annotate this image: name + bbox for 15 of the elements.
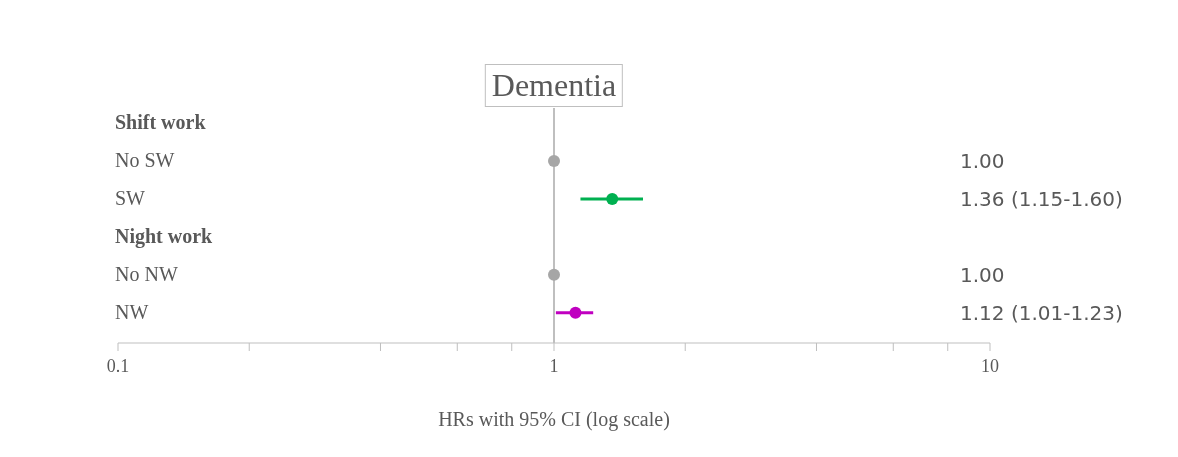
chart-title: Dementia: [484, 64, 624, 107]
annotation: 1.00: [960, 262, 1005, 287]
x-tick-label: 0.1: [106, 355, 130, 376]
x-tick-label: 1: [549, 355, 559, 376]
x-axis-title: HRs with 95% CI (log scale): [438, 408, 670, 431]
y-tick-label: No SW: [115, 149, 175, 172]
y-tick-label: SW: [115, 186, 146, 209]
y-tick-label: No NW: [115, 262, 178, 285]
annotation: 1.00: [960, 149, 1005, 174]
y-tick-label: Shift work: [115, 111, 207, 134]
annotation: 1.12 (1.01-1.23): [960, 300, 1123, 325]
x-tick-label: 10: [981, 355, 999, 376]
y-tick-label: NW: [115, 300, 149, 323]
y-tick-label: Night work: [115, 224, 214, 248]
annotation: 1.36 (1.15-1.60): [960, 186, 1123, 211]
